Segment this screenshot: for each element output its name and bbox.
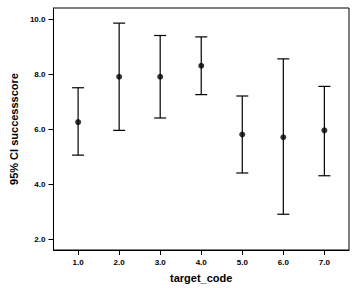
svg-text:4.0: 4.0 — [34, 180, 46, 189]
svg-text:5.0: 5.0 — [237, 258, 249, 267]
svg-text:target_code: target_code — [170, 272, 232, 284]
svg-text:10.0: 10.0 — [30, 15, 46, 24]
svg-text:6.0: 6.0 — [278, 258, 290, 267]
svg-text:95% CI successscore: 95% CI successscore — [8, 73, 20, 185]
svg-text:1.0: 1.0 — [73, 258, 85, 267]
svg-text:3.0: 3.0 — [155, 258, 167, 267]
svg-text:8.0: 8.0 — [34, 70, 46, 79]
svg-text:6.0: 6.0 — [34, 125, 46, 134]
svg-text:7.0: 7.0 — [319, 258, 331, 267]
svg-text:4.0: 4.0 — [196, 258, 208, 267]
svg-text:2.0: 2.0 — [114, 258, 126, 267]
svg-text:2.0: 2.0 — [34, 235, 46, 244]
